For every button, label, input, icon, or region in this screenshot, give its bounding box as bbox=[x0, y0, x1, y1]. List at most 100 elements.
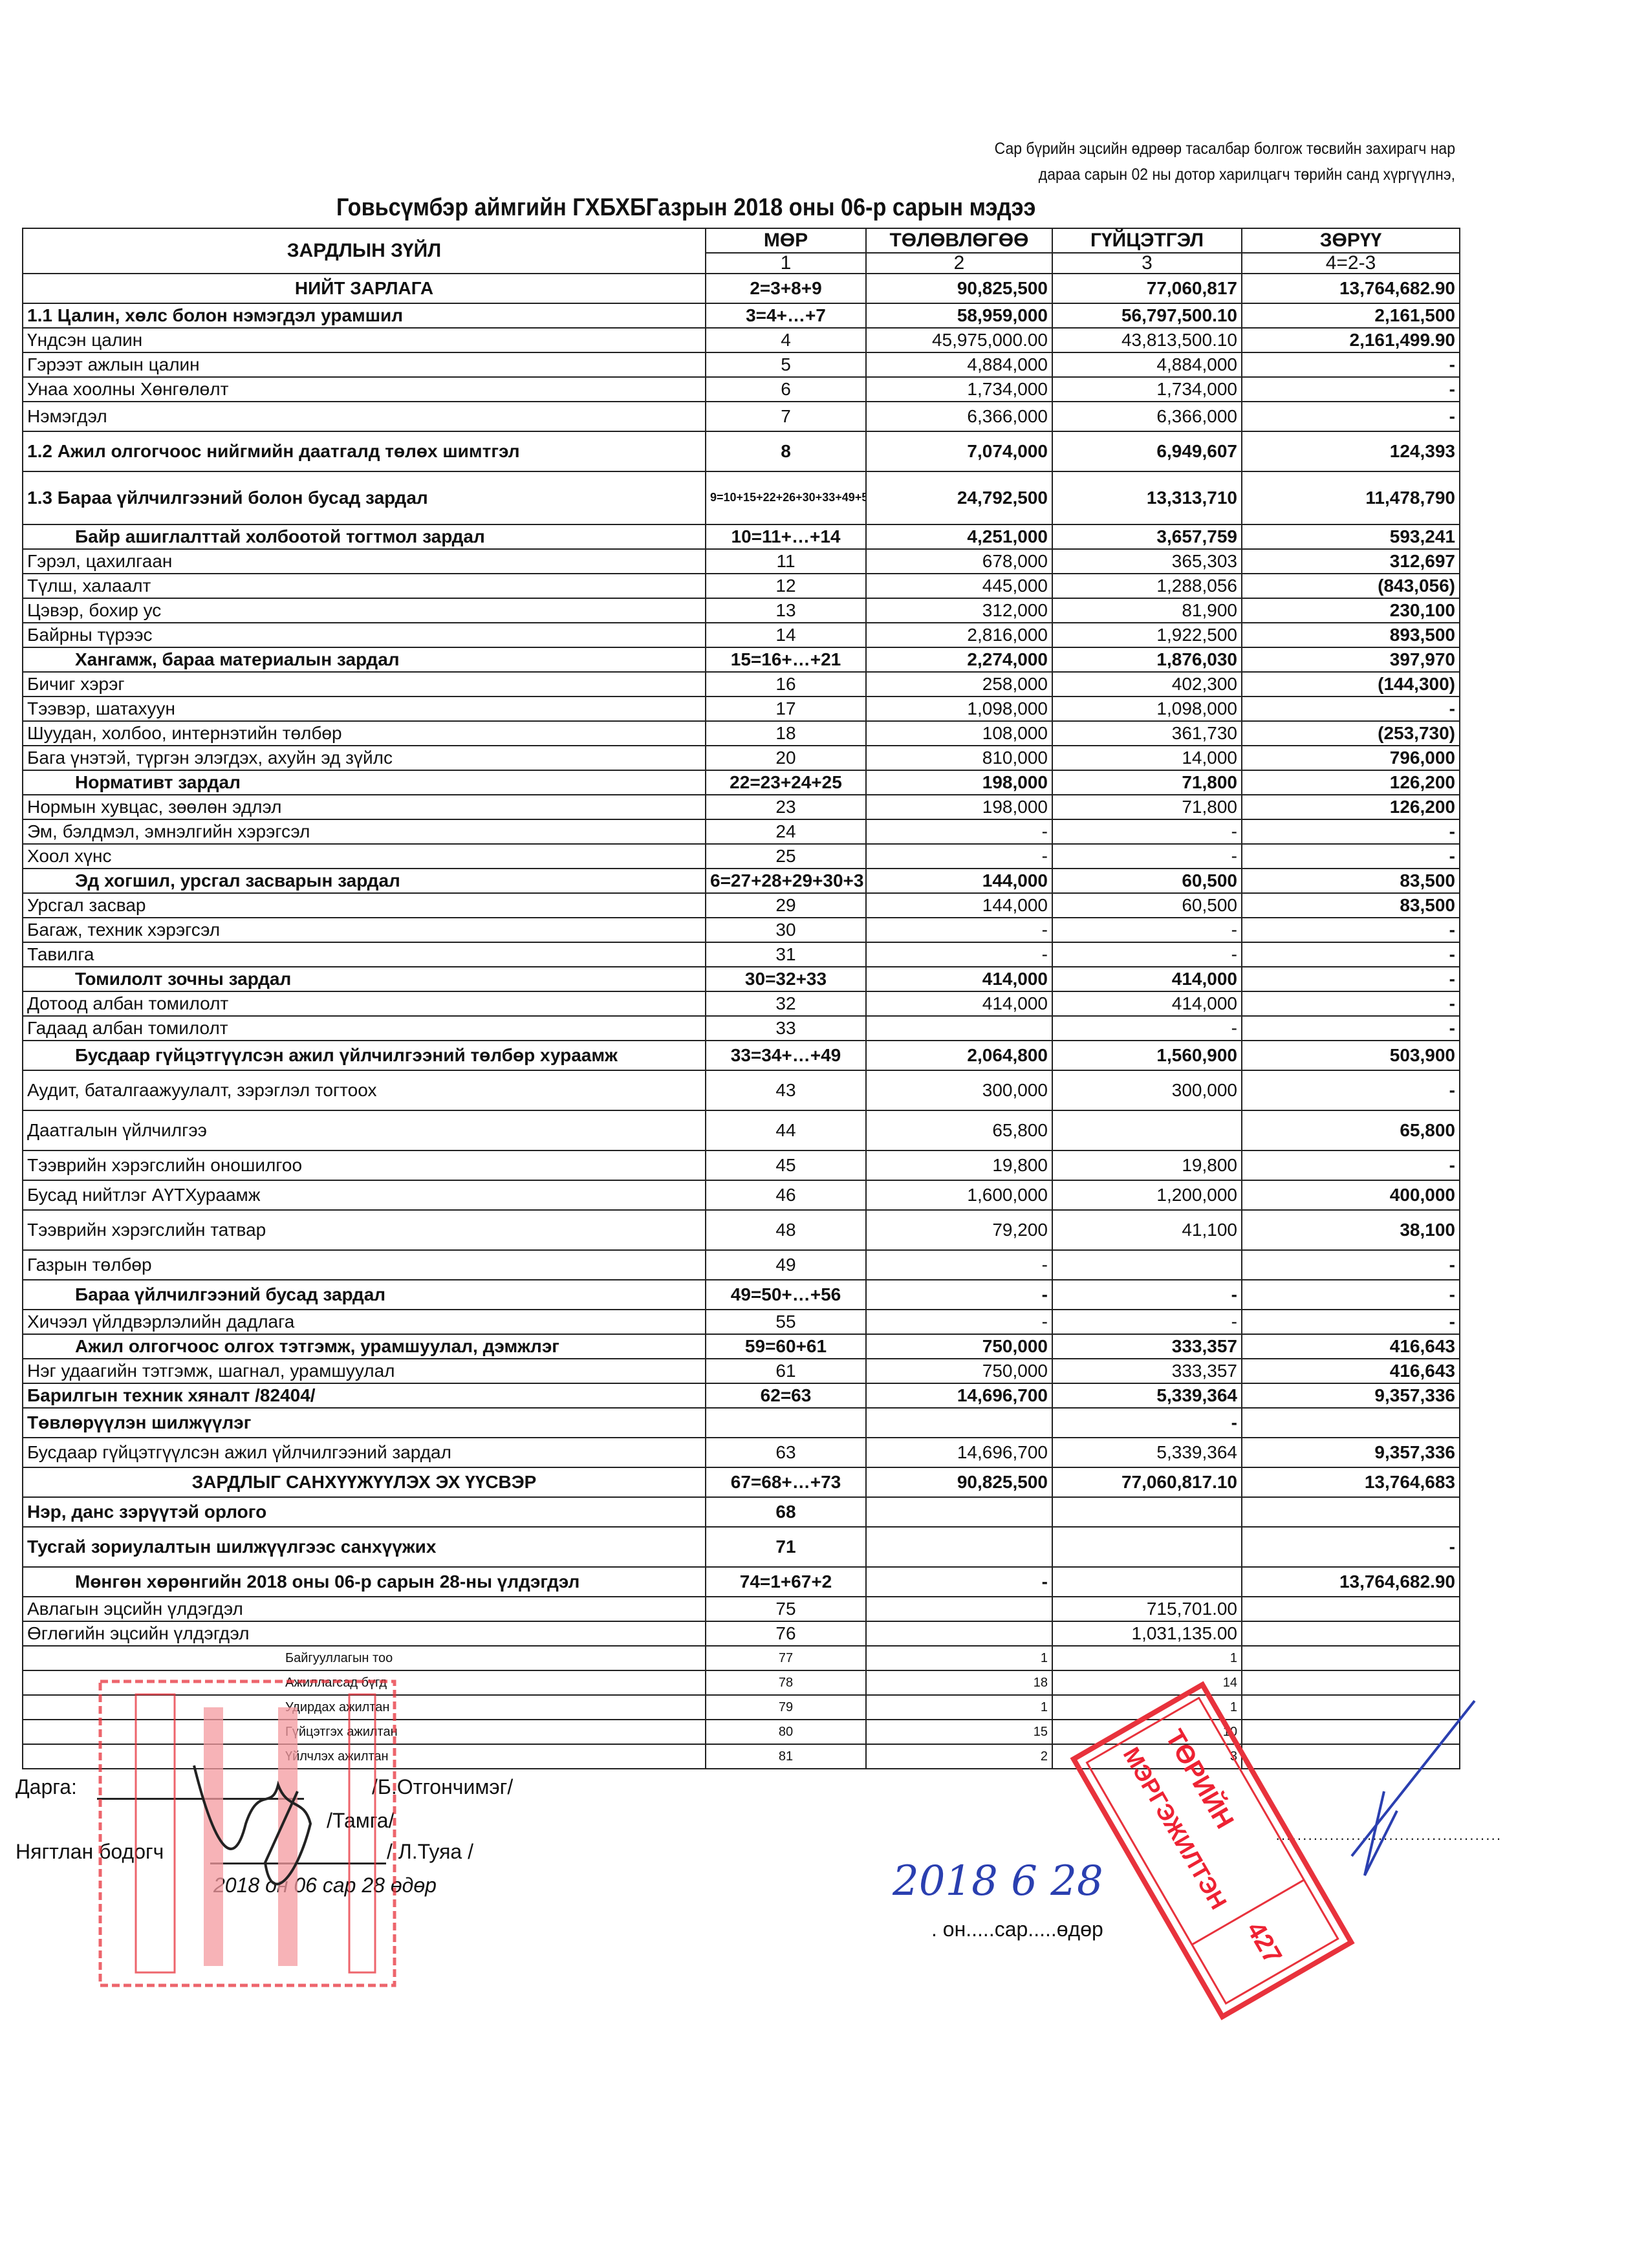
plan-value: 90,825,500 bbox=[865, 273, 1053, 304]
row-number: 61 bbox=[705, 1358, 867, 1384]
row-label: Үндсэн цалин bbox=[22, 327, 706, 353]
plan-value: 2 bbox=[865, 1744, 1053, 1769]
row-number: 45 bbox=[705, 1150, 867, 1181]
row-label: Тээврийн хэрэгслийн татвар bbox=[22, 1209, 706, 1251]
row-label: 1.1 Цалин, хөлс болон нэмэгдэл урамшил bbox=[22, 303, 706, 329]
row-label: Аудит, баталгаажуулалт, зэрэглэл тогтоох bbox=[22, 1070, 706, 1111]
actual-value: 365,303 bbox=[1052, 548, 1242, 574]
row-label: Эд хогшил, урсгал засварын зардал bbox=[22, 868, 706, 894]
actual-value: 19,800 bbox=[1052, 1150, 1242, 1181]
table-row: Цэвэр, бохир ус 13 312,000 81,900 230,100 bbox=[22, 598, 1460, 623]
expense-report-table: ЗАРДЛЫН ЗҮЙЛ МӨР ТӨЛӨВЛӨГӨӨ ГҮЙЦЭТГЭЛ ЗӨ… bbox=[22, 228, 1460, 1769]
plan-value: 1,600,000 bbox=[865, 1180, 1053, 1211]
row-number: 25 bbox=[705, 843, 867, 869]
plan-value: 79,200 bbox=[865, 1209, 1053, 1251]
row-number: 79 bbox=[705, 1694, 867, 1720]
actual-value: 43,813,500.10 bbox=[1052, 327, 1242, 353]
plan-value: 24,792,500 bbox=[865, 471, 1053, 525]
actual-value: 414,000 bbox=[1052, 991, 1242, 1017]
actual-value: 300,000 bbox=[1052, 1070, 1242, 1111]
plan-value: 7,074,000 bbox=[865, 431, 1053, 472]
row-number: 77 bbox=[705, 1645, 867, 1671]
row-label: Гэрээт ажлын цалин bbox=[22, 352, 706, 378]
row-number: 59=60+61 bbox=[705, 1334, 867, 1359]
row-number: 74=1+67+2 bbox=[705, 1566, 867, 1597]
diff-value: 65,800 bbox=[1241, 1110, 1460, 1151]
plan-value: - bbox=[865, 843, 1053, 869]
actual-value: 1,560,900 bbox=[1052, 1040, 1242, 1071]
actual-value: 3 bbox=[1052, 1744, 1242, 1769]
diff-value: 83,500 bbox=[1241, 892, 1460, 918]
table-row: Бага үнэтэй, түргэн элэгдэх, ахуйн эд зү… bbox=[22, 745, 1460, 771]
diff-value: - bbox=[1241, 376, 1460, 402]
diff-value bbox=[1241, 1407, 1460, 1438]
diff-value: 13,764,683 bbox=[1241, 1467, 1460, 1498]
table-row: ЗАРДЛЫГ САНХҮҮЖҮҮЛЭХ ЭХ ҮҮСВЭР 67=68+…+73… bbox=[22, 1467, 1460, 1498]
diff-value: 38,100 bbox=[1241, 1209, 1460, 1251]
row-number: 49=50+…+56 bbox=[705, 1279, 867, 1310]
table-row: 1.1 Цалин, хөлс болон нэмэгдэл урамшил 3=… bbox=[22, 303, 1460, 329]
table-row: Барилгын техник хяналт /82404/62=63 14,69… bbox=[22, 1383, 1460, 1409]
stamp-number: 427 bbox=[1241, 1917, 1287, 1969]
diff-value: 83,500 bbox=[1241, 868, 1460, 894]
actual-value: 56,797,500.10 bbox=[1052, 303, 1242, 329]
table-row: Бараа үйлчилгээний бусад зардал 49=50+…+5… bbox=[22, 1279, 1460, 1310]
actual-value bbox=[1052, 1249, 1242, 1280]
row-number: 8 bbox=[705, 431, 867, 472]
seal-label: /Тамга/ bbox=[327, 1809, 395, 1832]
actual-value: 1,031,135.00 bbox=[1052, 1621, 1242, 1647]
plan-value: 45,975,000.00 bbox=[865, 327, 1053, 353]
actual-value: 414,000 bbox=[1052, 966, 1242, 992]
diff-value: - bbox=[1241, 1015, 1460, 1041]
row-label: НИЙТ ЗАРЛАГА bbox=[22, 273, 706, 304]
header-diff: ЗӨРҮҮ bbox=[1241, 228, 1460, 254]
diff-value: 893,500 bbox=[1241, 622, 1460, 648]
actual-value: 1,922,500 bbox=[1052, 622, 1242, 648]
director-signature-line bbox=[97, 1798, 304, 1800]
actual-value: 333,357 bbox=[1052, 1334, 1242, 1359]
actual-value: - bbox=[1052, 917, 1242, 943]
dotted-line: ········································… bbox=[1275, 1830, 1502, 1846]
actual-value: 1,098,000 bbox=[1052, 696, 1242, 722]
diff-value: - bbox=[1241, 917, 1460, 943]
diff-value: 230,100 bbox=[1241, 598, 1460, 623]
diff-value: 126,200 bbox=[1241, 794, 1460, 820]
table-row: Тээврийн хэрэгслийн оношилгоо 45 19,800 19,… bbox=[22, 1150, 1460, 1181]
row-label: Эм, бэлдмэл, эмнэлгийн хэрэгсэл bbox=[22, 819, 706, 845]
table-row: Байр ашиглалттай холбоотой тогтмол зарда… bbox=[22, 524, 1460, 550]
actual-value: 71,800 bbox=[1052, 794, 1242, 820]
row-number: 6 bbox=[705, 376, 867, 402]
diff-value: 13,764,682.90 bbox=[1241, 273, 1460, 304]
actual-value: 4,884,000 bbox=[1052, 352, 1242, 378]
row-label: Бичиг хэрэг bbox=[22, 671, 706, 697]
diff-value: - bbox=[1241, 1279, 1460, 1310]
table-row: Даатгалын үйлчилгээ 44 65,800 65,800 bbox=[22, 1110, 1460, 1151]
row-label: Нормын хувцас, зөөлөн эдлэл bbox=[22, 794, 706, 820]
row-number: 13 bbox=[705, 598, 867, 623]
row-label: Гэрэл, цахилгаан bbox=[22, 548, 706, 574]
plan-value: 1 bbox=[865, 1645, 1053, 1671]
table-row: Хоол хүнс 25- - - bbox=[22, 843, 1460, 869]
table-row: Бичиг хэрэг 16 258,000 402,300 (144,300) bbox=[22, 671, 1460, 697]
diff-value: 9,357,336 bbox=[1241, 1437, 1460, 1468]
row-label: Бусад нийтлэг АҮТХураамж bbox=[22, 1180, 706, 1211]
actual-value: 5,339,364 bbox=[1052, 1437, 1242, 1468]
row-label: Ажил олгогчоос олгох тэтгэмж, урамшуулал… bbox=[22, 1334, 706, 1359]
table-row: Гүйцэтгэх ажилтан 80 15 10 bbox=[22, 1719, 1460, 1745]
table-row: Дотоод албан томилолт 32 414,000 414,000- bbox=[22, 991, 1460, 1017]
plan-value bbox=[865, 1015, 1053, 1041]
row-label: Унаа хоолны Хөнгөлөлт bbox=[22, 376, 706, 402]
table-row: Унаа хоолны Хөнгөлөлт 6 1,734,000 1,734,000… bbox=[22, 376, 1460, 402]
plan-value bbox=[865, 1407, 1053, 1438]
row-label: Барилгын техник хяналт /82404/ bbox=[22, 1383, 706, 1409]
table-row: Түлш, халаалт 12 445,000 1,288,056 (843,056) bbox=[22, 573, 1460, 599]
row-label: Нэмэгдэл bbox=[22, 401, 706, 432]
diff-value bbox=[1241, 1719, 1460, 1745]
row-number bbox=[705, 1407, 867, 1438]
date-left: 2018 он 06 сар 28 өдөр bbox=[213, 1874, 437, 1897]
plan-value: 1,098,000 bbox=[865, 696, 1053, 722]
row-label: 1.3 Бараа үйлчилгээний болон бусад зарда… bbox=[22, 471, 706, 525]
row-label: Байрны түрээс bbox=[22, 622, 706, 648]
director-name: /Б.Отгончимэг/ bbox=[372, 1775, 514, 1798]
plan-value: - bbox=[865, 1249, 1053, 1280]
